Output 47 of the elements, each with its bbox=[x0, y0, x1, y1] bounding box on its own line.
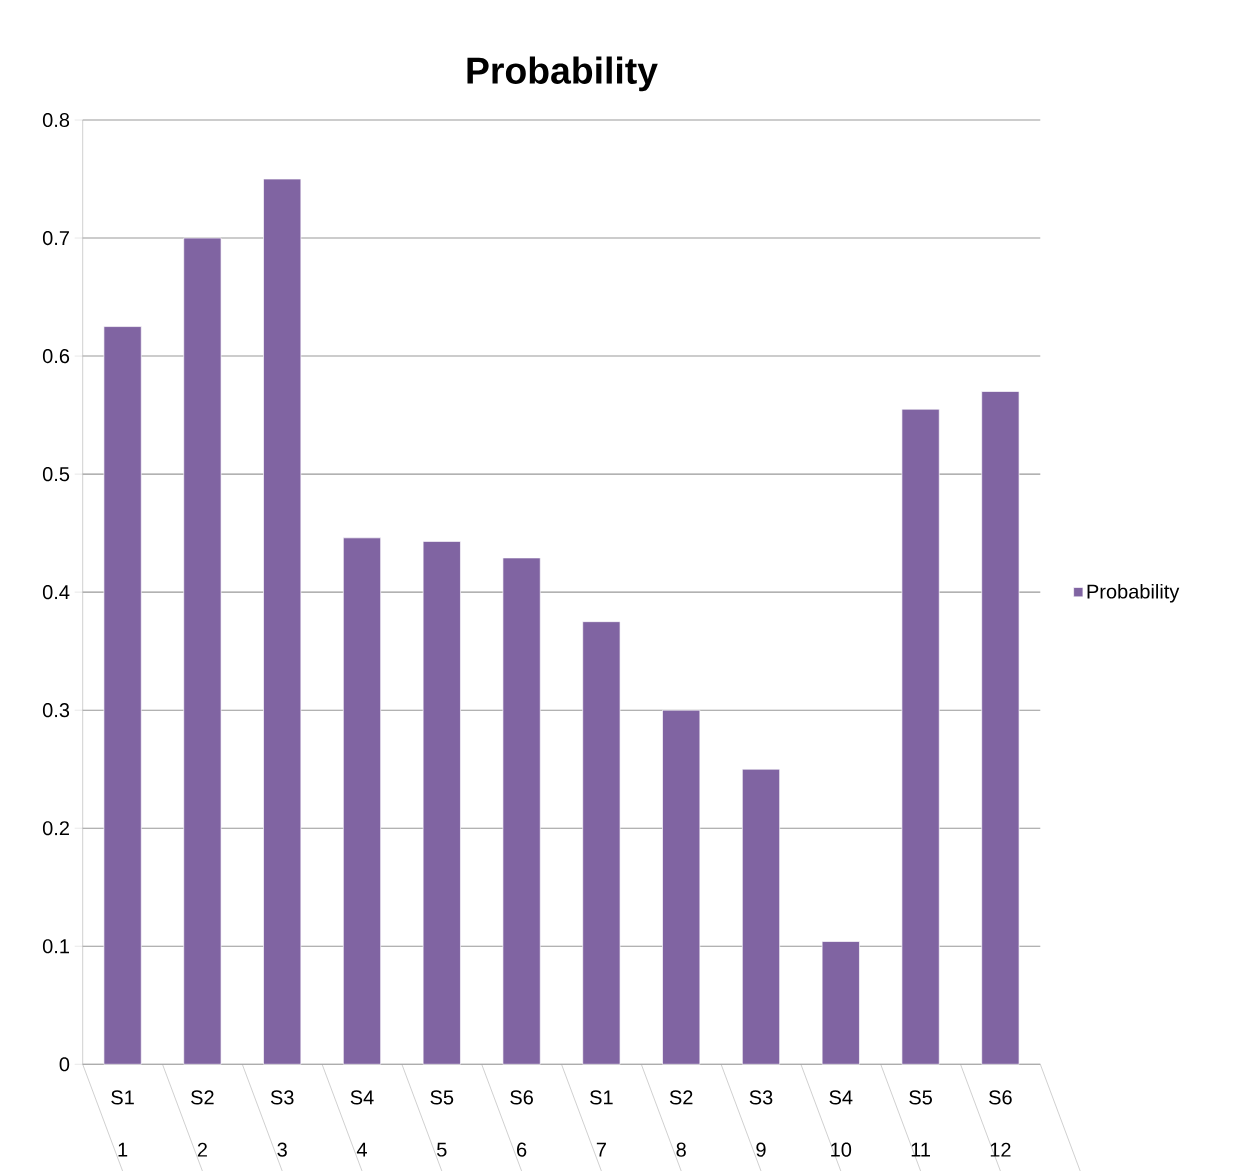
bar bbox=[103, 326, 142, 1065]
text: 1 bbox=[118, 1142, 128, 1157]
bar bbox=[582, 621, 621, 1065]
y-tick-label: 0.6 bbox=[42, 349, 70, 364]
bar bbox=[662, 710, 701, 1065]
bar bbox=[183, 237, 222, 1065]
text: 4 bbox=[356, 1142, 367, 1157]
x-tick-label: S3 bbox=[749, 1090, 773, 1105]
y-tick-label: 0.7 bbox=[42, 231, 69, 246]
text: 3 bbox=[277, 1142, 287, 1157]
text: 11 bbox=[911, 1142, 930, 1157]
text: 9 bbox=[756, 1142, 766, 1157]
y-tick-label: 0.1 bbox=[42, 939, 69, 954]
text: 5 bbox=[437, 1142, 447, 1157]
x-tick-label: S1 bbox=[590, 1090, 613, 1105]
x-tick-label: S5 bbox=[430, 1090, 454, 1105]
y-tick-label: 0.4 bbox=[42, 585, 70, 600]
x-tick-label: S6 bbox=[510, 1090, 533, 1105]
x-tick-label: S2 bbox=[191, 1090, 214, 1105]
text: 12 bbox=[990, 1142, 1011, 1157]
x-tick-label: S5 bbox=[909, 1090, 932, 1105]
x-tick-label: S6 bbox=[989, 1090, 1012, 1105]
bar bbox=[741, 769, 780, 1065]
text: 2 bbox=[197, 1142, 207, 1157]
y-tick-label: 0.3 bbox=[42, 703, 70, 718]
bar bbox=[342, 537, 381, 1065]
y-tick-label: 0.2 bbox=[42, 821, 69, 836]
y-tick-label: 0 bbox=[59, 1057, 70, 1072]
text: 10 bbox=[831, 1142, 852, 1157]
bar bbox=[821, 941, 860, 1065]
chart-title: Probability bbox=[467, 56, 658, 92]
x-tick-label: S4 bbox=[350, 1090, 374, 1105]
x-tick-label: S2 bbox=[669, 1090, 693, 1105]
text: 6 bbox=[517, 1142, 527, 1157]
text: 7 bbox=[596, 1142, 606, 1157]
bar bbox=[263, 178, 302, 1065]
y-tick-label: 0.5 bbox=[42, 467, 70, 482]
text: 8 bbox=[676, 1142, 686, 1157]
bar bbox=[901, 409, 940, 1065]
y-tick-label: 0.8 bbox=[42, 113, 70, 128]
bar bbox=[422, 541, 461, 1065]
legend-label: Probability bbox=[1087, 584, 1180, 603]
x-tick-label: S4 bbox=[829, 1090, 853, 1105]
x-tick-label: S1 bbox=[111, 1090, 134, 1105]
x-tick-label: S3 bbox=[270, 1090, 294, 1105]
bar bbox=[981, 391, 1020, 1065]
bar bbox=[502, 557, 541, 1065]
